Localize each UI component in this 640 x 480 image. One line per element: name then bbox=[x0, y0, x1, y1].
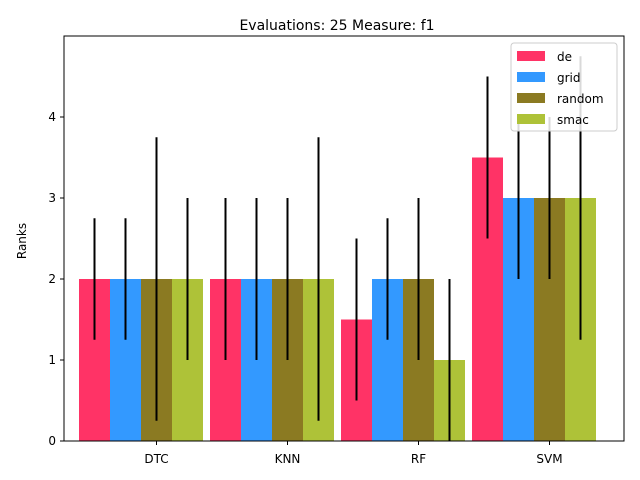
y-tick-label: 4 bbox=[48, 110, 56, 124]
legend-label-grid: grid bbox=[557, 71, 581, 85]
y-tick-label: 0 bbox=[48, 434, 56, 448]
axes-frame bbox=[63, 35, 625, 442]
legend-label-de: de bbox=[557, 50, 572, 64]
legend-label-smac: smac bbox=[557, 113, 589, 127]
y-tick-label: 3 bbox=[48, 191, 56, 205]
legend-swatch-smac bbox=[517, 114, 545, 124]
legend-swatch-de bbox=[517, 51, 545, 61]
plot-area: 0 1 2 3 4 DTC KNN RF SVM bbox=[48, 35, 625, 466]
legend-label-random: random bbox=[557, 92, 604, 106]
y-tick-label: 2 bbox=[48, 272, 56, 286]
legend: de grid random smac bbox=[510, 42, 618, 132]
chart-title: Evaluations: 25 Measure: f1 bbox=[239, 18, 434, 34]
x-tick-label-svm: SVM bbox=[536, 452, 562, 466]
x-tick-label-dtc: DTC bbox=[144, 452, 168, 466]
legend-box bbox=[510, 42, 618, 132]
legend-swatch-random bbox=[517, 93, 545, 103]
x-tick-label-knn: KNN bbox=[275, 452, 301, 466]
x-tick-label-rf: RF bbox=[411, 452, 426, 466]
y-tick-label: 1 bbox=[48, 353, 56, 367]
legend-swatch-grid bbox=[517, 72, 545, 82]
y-axis-label: Ranks bbox=[15, 223, 29, 259]
